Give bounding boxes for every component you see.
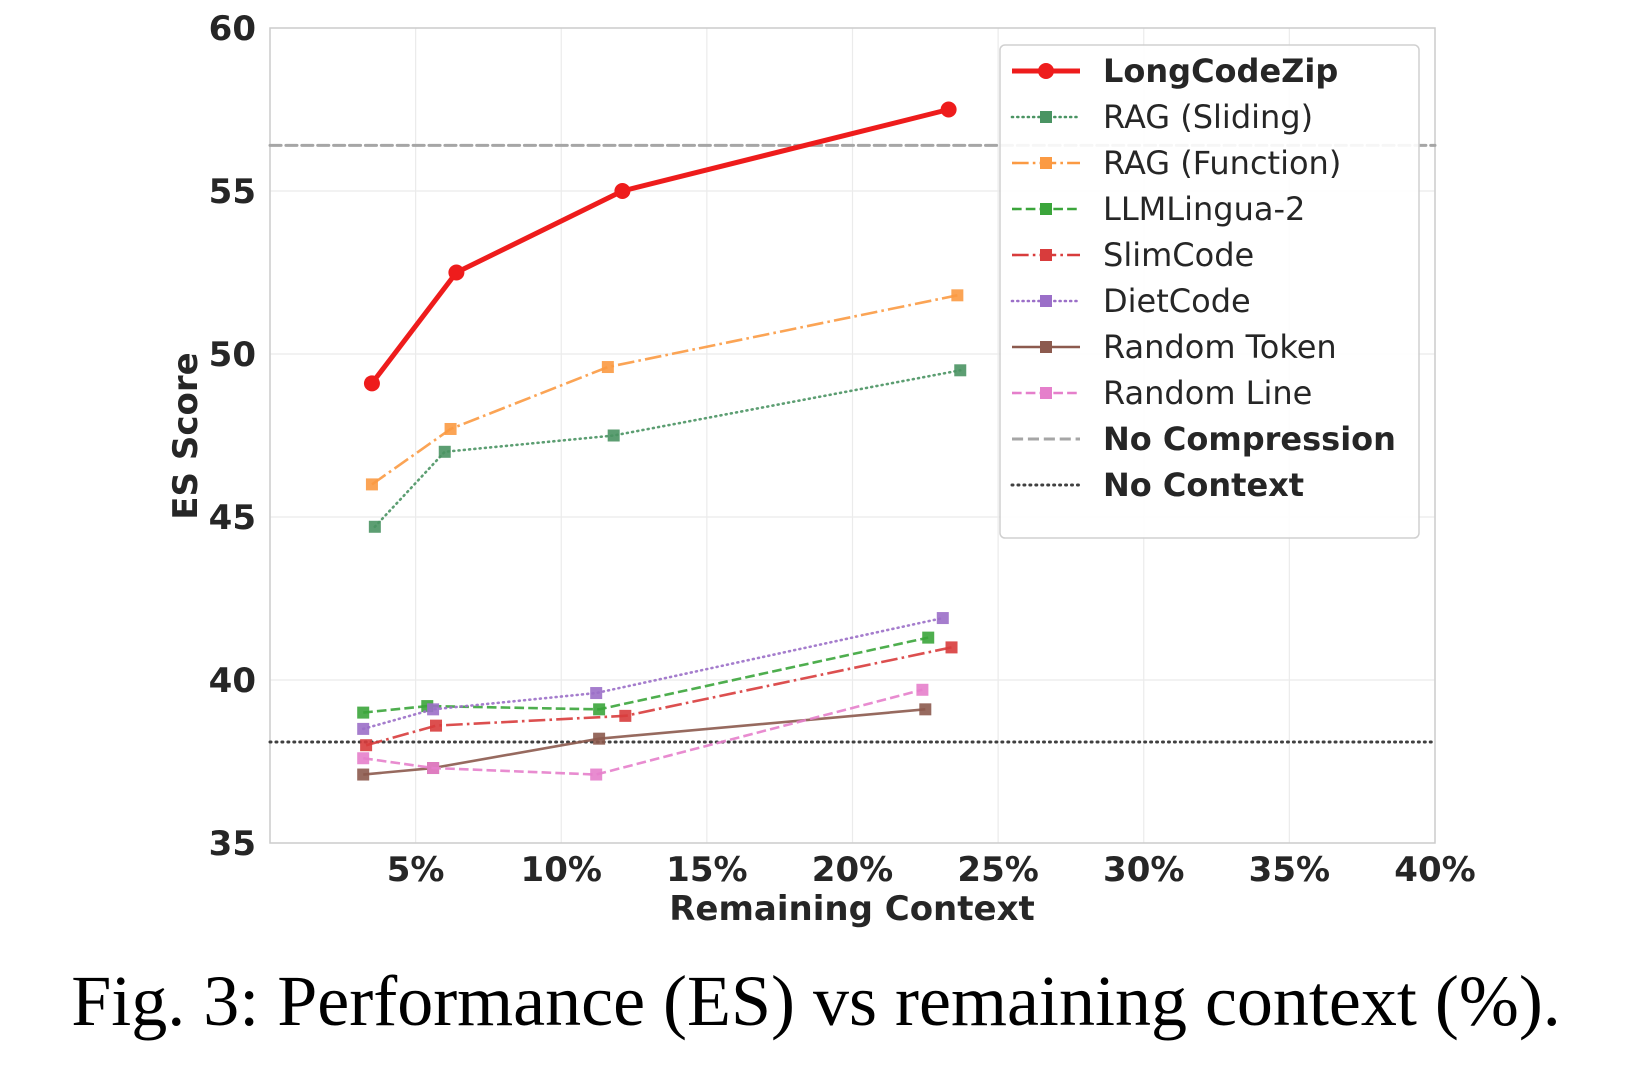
chart: 5% 10% 15% 20% 25% 30% 35% 40% 35 40 45 50 55 60 Rem… [166,9,1476,929]
legend-entry: LLMLingua-2 [1012,190,1305,228]
legend-label: No Context [1103,466,1304,504]
series-line [369,107,950,385]
series-group [357,612,949,735]
x-tick-label: 15% [666,850,747,890]
data-point [357,752,370,765]
legend-label: DietCode [1103,282,1251,320]
data-point [427,703,440,716]
data-point [365,478,378,491]
data-point [363,375,380,392]
legend-marker [1040,111,1052,123]
y-tick-label: 40 [209,661,256,701]
legend-label: LLMLingua-2 [1103,190,1305,228]
x-tick-label: 10% [521,850,602,890]
legend-marker [1040,341,1052,353]
legend: LongCodeZip RAG (Sliding) RAG (Function) LL… [999,44,1420,539]
data-point [954,364,967,377]
x-tick-label: 5% [387,850,445,890]
legend-label: No Compression [1103,420,1396,458]
data-point [448,264,465,281]
data-point [940,101,957,118]
legend-entry: RAG (Function) [1012,144,1341,182]
data-point [951,289,964,302]
data-point [601,361,614,374]
data-point [619,709,632,722]
legend-box [999,44,1420,539]
data-point [357,768,370,781]
series-line [361,616,945,731]
data-point [360,739,373,752]
legend-label: Random Token [1103,328,1337,366]
legend-entry: RAG (Sliding) [1010,98,1313,136]
x-tick-label: 40% [1394,850,1475,890]
legend-entry: Random Token [1012,328,1337,366]
x-tick-label: 25% [957,850,1038,890]
y-tick-label: 50 [209,335,256,375]
series-line [363,636,929,714]
plot-frame [269,27,1436,844]
data-point [444,422,457,435]
data-point [590,687,603,700]
series-group [357,683,929,781]
data-point [919,703,932,716]
series-line [373,368,962,529]
data-point [593,732,606,745]
series-line [363,688,923,776]
series-group [357,631,935,719]
legend-entries: LongCodeZip RAG (Sliding) RAG (Function) LL… [1010,52,1396,504]
series-group [368,364,967,533]
series-line [371,294,958,486]
legend-entry: No Context [1010,466,1304,504]
x-axis-label: Remaining Context [669,889,1035,929]
data-point [614,183,631,199]
y-tick-label: 35 [209,824,256,864]
data-point [427,762,440,775]
legend-marker [1040,249,1052,261]
series-group [365,289,964,491]
data-point [357,706,370,719]
y-tick-label: 55 [209,172,256,212]
legend-marker [1038,63,1054,79]
data-point [922,631,935,644]
data-point [593,703,606,716]
x-tick-label: 35% [1249,850,1330,890]
series-line [363,708,926,776]
legend-label: Random Line [1103,374,1312,412]
series-group [360,641,958,752]
x-tick-label: 30% [1103,850,1184,890]
legend-label: RAG (Sliding) [1103,98,1313,136]
legend-entry: SlimCode [1012,236,1254,274]
x-tick-label: 20% [812,850,893,890]
x-axis-ticks: 5% 10% 15% 20% 25% 30% 35% 40% [387,850,1476,890]
figure-caption: Fig. 3: Performance (ES) vs remaining co… [71,961,1561,1041]
data-point [368,520,381,533]
legend-entry: LongCodeZip [1012,52,1338,90]
data-point [430,719,443,732]
legend-entry: Random Line [1012,374,1312,412]
y-axis-ticks: 35 40 45 50 55 60 [209,9,256,864]
legend-marker [1040,387,1052,399]
data-point [438,445,451,458]
data-point [916,683,929,696]
legend-marker [1040,157,1052,169]
data-point [590,768,603,781]
data-point [357,722,370,735]
y-axis-label: ES Score [166,352,206,519]
series-group [363,101,957,392]
legend-entry: DietCode [1010,282,1251,320]
y-tick-label: 60 [209,9,256,49]
y-tick-label: 45 [209,498,256,538]
legend-label: RAG (Function) [1103,144,1341,182]
legend-marker [1040,295,1052,307]
data-point [936,612,949,625]
series-line [365,646,952,747]
series [357,101,967,781]
data-point [945,641,958,654]
legend-label: SlimCode [1103,236,1254,274]
data-point [607,429,620,442]
legend-marker [1040,203,1052,215]
legend-label: LongCodeZip [1103,52,1338,90]
legend-entry: No Compression [1012,420,1396,458]
